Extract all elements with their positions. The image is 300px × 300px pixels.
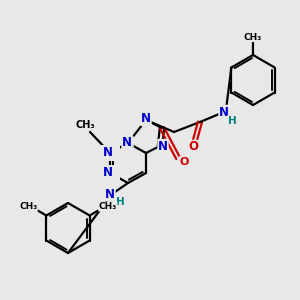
Text: H: H <box>228 116 236 126</box>
Text: CH₃: CH₃ <box>19 202 37 211</box>
Text: N: N <box>103 167 113 179</box>
Text: CH₃: CH₃ <box>75 120 95 130</box>
Text: N: N <box>158 140 168 152</box>
Text: N: N <box>103 146 113 160</box>
Bar <box>100 145 120 161</box>
Text: N: N <box>123 136 133 149</box>
Text: O: O <box>179 157 189 167</box>
Text: H: H <box>116 197 124 207</box>
Text: N: N <box>105 188 115 200</box>
Text: N: N <box>103 167 113 179</box>
Bar <box>98 165 120 181</box>
Text: N: N <box>141 112 151 125</box>
Text: N: N <box>122 136 132 148</box>
Text: O: O <box>188 140 198 154</box>
Text: N: N <box>103 167 113 179</box>
Text: N: N <box>219 106 229 118</box>
Text: CH₃: CH₃ <box>244 32 262 41</box>
Text: CH₃: CH₃ <box>99 202 117 211</box>
